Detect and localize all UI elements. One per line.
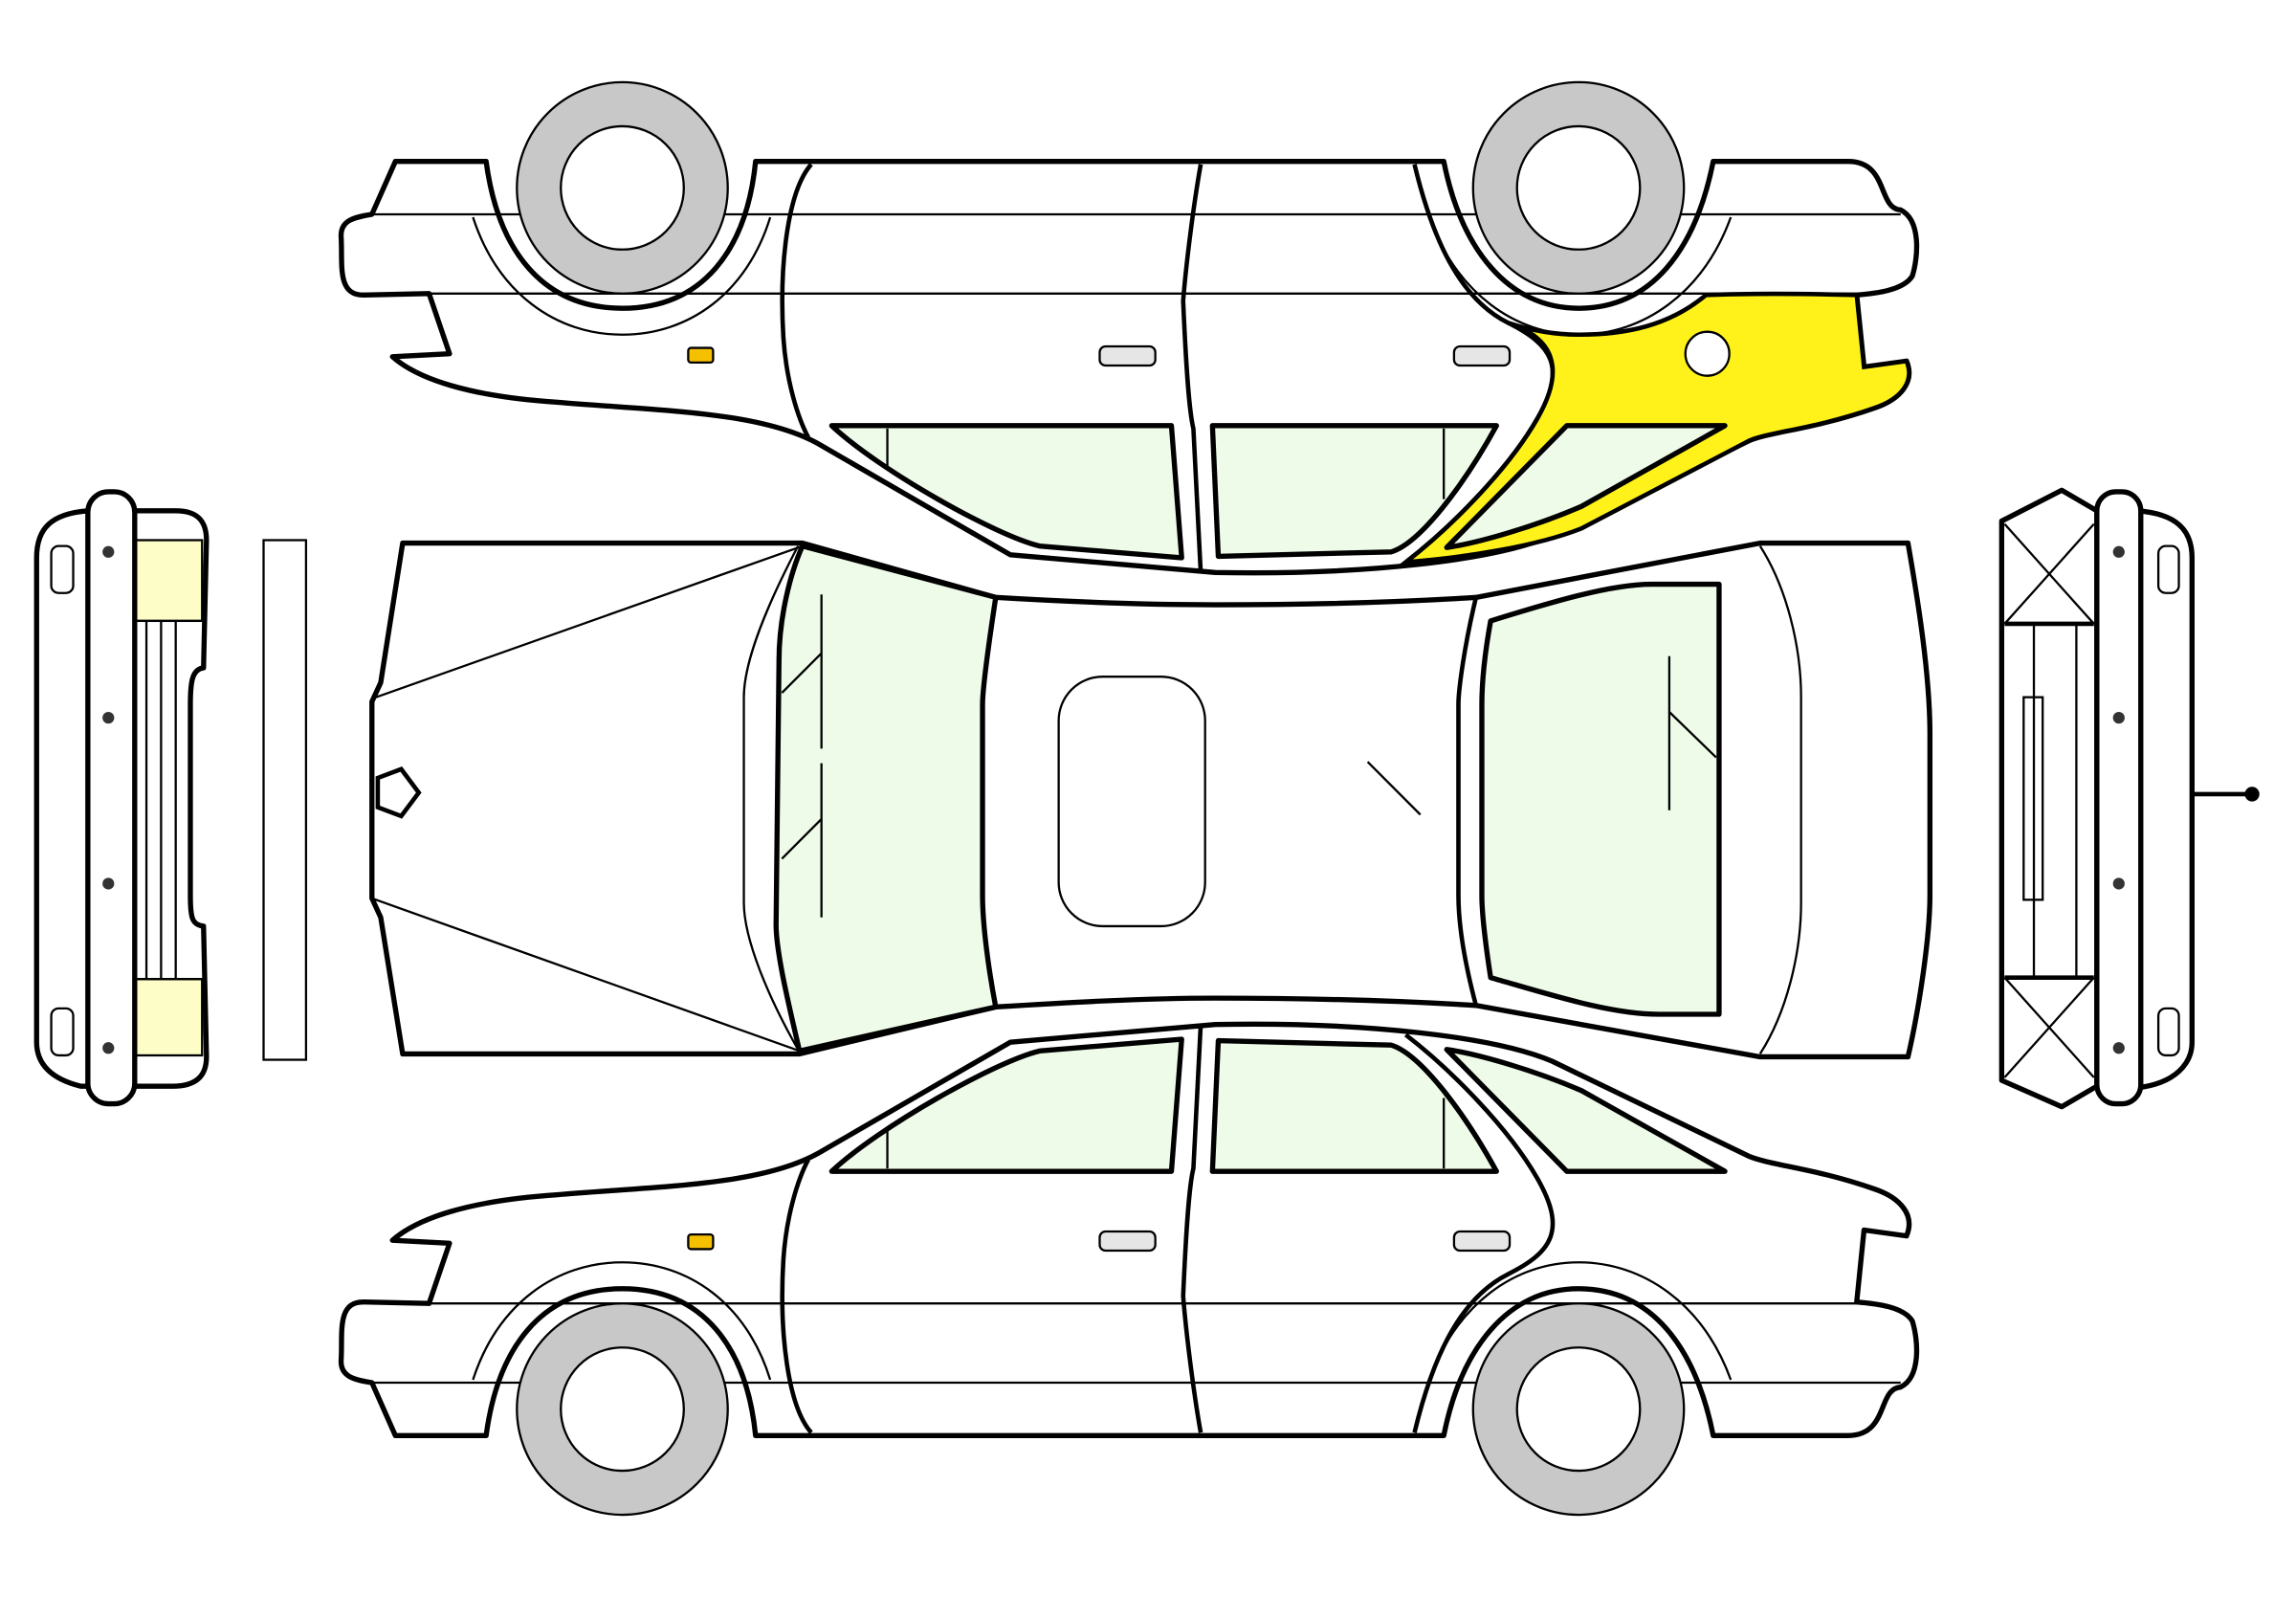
windshield-strip[interactable] — [262, 539, 308, 1061]
fuel-cap — [1684, 330, 1731, 377]
car-top-view[interactable] — [369, 540, 1933, 1060]
front-view[interactable] — [33, 489, 210, 1107]
rear-view[interactable] — [1998, 487, 2260, 1110]
quarter-window[interactable] — [1444, 423, 1728, 550]
car-right-side[interactable] — [342, 1024, 1917, 1515]
